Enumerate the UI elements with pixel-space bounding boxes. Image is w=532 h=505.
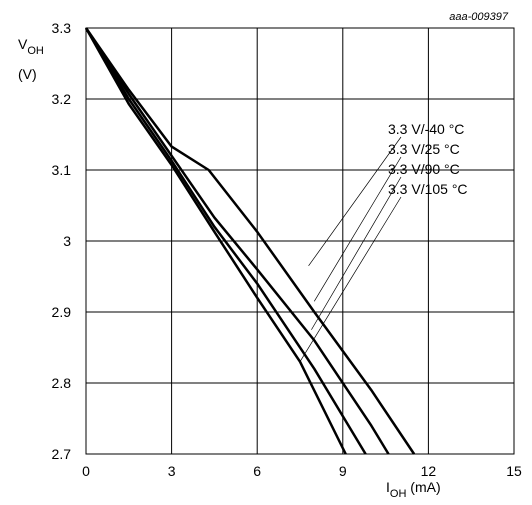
y-axis-main: V: [18, 36, 28, 52]
series-line: [84, 27, 416, 455]
x-tick-label: 3: [168, 463, 176, 479]
series-lines: [84, 27, 416, 455]
x-tick-label: 6: [253, 463, 261, 479]
leader-line: [311, 176, 402, 330]
y-tick-label: 3.1: [52, 162, 72, 178]
series-line: [84, 27, 367, 455]
leader-line: [299, 196, 402, 362]
y-tick-label: 3.3: [52, 20, 72, 36]
legend-label: 3.3 V/-40 °C: [388, 121, 464, 137]
legend-label: 3.3 V/25 °C: [388, 141, 460, 157]
legend-leader-lines: [299, 136, 402, 362]
y-axis-title: VOH: [18, 36, 44, 57]
leader-line: [313, 156, 402, 302]
legend: 3.3 V/-40 °C 3.3 V/25 °C 3.3 V/90 °C 3.3 V/…: [388, 121, 468, 197]
y-tick-label: 2.7: [52, 446, 72, 462]
y-tick-label: 2.8: [52, 375, 72, 391]
x-tick-label: 0: [82, 463, 90, 479]
x-tick-label: 12: [421, 463, 437, 479]
y-tick-label: 2.9: [52, 304, 72, 320]
grid: [86, 28, 514, 454]
x-tick-label: 9: [339, 463, 347, 479]
x-tick-label: 15: [506, 463, 522, 479]
x-axis-main: I: [386, 479, 390, 495]
y-tick-label: 3: [63, 233, 71, 249]
legend-label: 3.3 V/105 °C: [388, 181, 468, 197]
leader-line: [308, 136, 402, 267]
figure-id: aaa-009397: [449, 11, 509, 23]
y-axis-unit: (V): [18, 66, 37, 82]
x-axis-title: IOH (mA): [386, 479, 441, 500]
legend-label: 3.3 V/90 °C: [388, 161, 460, 177]
y-tick-labels: 2.7 2.8 2.9 3 3.1 3.2 3.3: [52, 20, 72, 462]
x-tick-labels: 0 3 6 9 12 15: [82, 463, 522, 479]
x-axis-sub: OH: [390, 488, 407, 500]
y-tick-label: 3.2: [52, 91, 72, 107]
y-axis-sub: OH: [27, 45, 44, 57]
x-axis-unit: (mA): [406, 479, 440, 495]
series-line: [84, 27, 390, 455]
